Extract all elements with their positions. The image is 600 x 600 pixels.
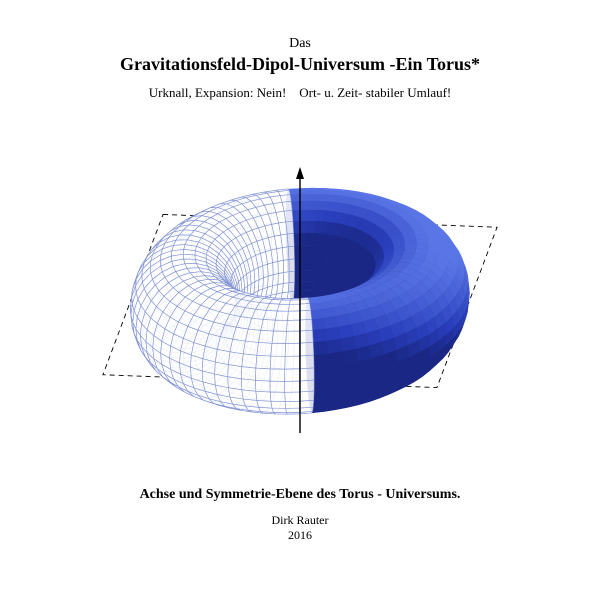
author-name: Dirk Rauter bbox=[0, 513, 600, 528]
torus-figure bbox=[0, 101, 600, 481]
subtitle: Urknall, Expansion: Nein! Ort- u. Zeit- … bbox=[0, 85, 600, 101]
pre-title: Das bbox=[0, 36, 600, 52]
year: 2016 bbox=[0, 528, 600, 543]
title-block: Das Gravitationsfeld-Dipol-Universum -Ei… bbox=[0, 0, 600, 101]
page-title: Gravitationsfeld-Dipol-Universum -Ein To… bbox=[0, 54, 600, 75]
figure-caption: Achse und Symmetrie-Ebene des Torus - Un… bbox=[0, 487, 600, 503]
torus-svg bbox=[90, 111, 510, 471]
